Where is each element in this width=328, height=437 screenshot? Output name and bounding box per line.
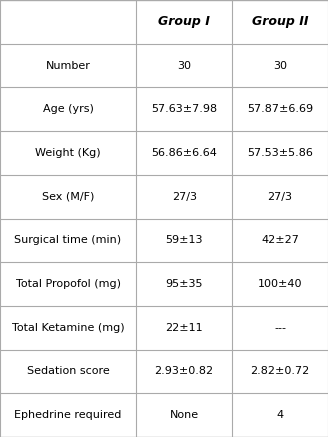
Text: 42±27: 42±27 — [261, 236, 299, 245]
Text: 27/3: 27/3 — [172, 192, 197, 201]
Text: 27/3: 27/3 — [268, 192, 293, 201]
Text: 100±40: 100±40 — [258, 279, 302, 289]
Text: None: None — [170, 410, 199, 420]
Text: 4: 4 — [277, 410, 284, 420]
Text: ---: --- — [274, 323, 286, 333]
Text: 30: 30 — [273, 61, 287, 70]
Text: Group II: Group II — [252, 15, 308, 28]
Text: 57.63±7.98: 57.63±7.98 — [151, 104, 217, 114]
Text: Sex (M/F): Sex (M/F) — [42, 192, 94, 201]
Text: Total Ketamine (mg): Total Ketamine (mg) — [12, 323, 124, 333]
Text: Total Propofol (mg): Total Propofol (mg) — [15, 279, 121, 289]
Text: 57.87±6.69: 57.87±6.69 — [247, 104, 313, 114]
Text: 2.93±0.82: 2.93±0.82 — [154, 367, 214, 376]
Text: Sedation score: Sedation score — [27, 367, 110, 376]
Text: 56.86±6.64: 56.86±6.64 — [151, 148, 217, 158]
Text: 59±13: 59±13 — [165, 236, 203, 245]
Text: 95±35: 95±35 — [165, 279, 203, 289]
Text: 2.82±0.72: 2.82±0.72 — [251, 367, 310, 376]
Text: Age (yrs): Age (yrs) — [43, 104, 93, 114]
Text: Weight (Kg): Weight (Kg) — [35, 148, 101, 158]
Text: Group I: Group I — [158, 15, 210, 28]
Text: Ephedrine required: Ephedrine required — [14, 410, 122, 420]
Text: 22±11: 22±11 — [165, 323, 203, 333]
Text: Number: Number — [46, 61, 91, 70]
Text: 30: 30 — [177, 61, 191, 70]
Text: Surgical time (min): Surgical time (min) — [14, 236, 122, 245]
Text: 57.53±5.86: 57.53±5.86 — [247, 148, 313, 158]
